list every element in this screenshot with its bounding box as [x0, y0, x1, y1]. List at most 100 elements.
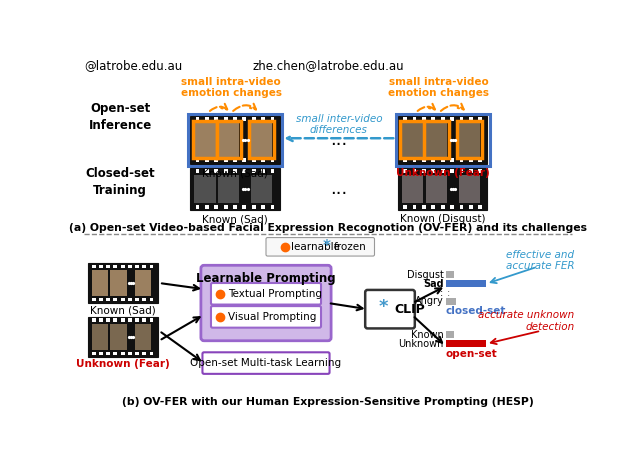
Text: Unknown (Fear): Unknown (Fear) — [76, 359, 170, 369]
FancyBboxPatch shape — [422, 169, 426, 174]
FancyBboxPatch shape — [460, 118, 463, 121]
FancyBboxPatch shape — [422, 158, 426, 162]
Text: open-set: open-set — [446, 349, 497, 359]
Text: small inter-video
differences: small inter-video differences — [296, 113, 382, 135]
FancyBboxPatch shape — [271, 169, 275, 174]
FancyBboxPatch shape — [478, 158, 482, 162]
FancyBboxPatch shape — [233, 205, 237, 209]
FancyBboxPatch shape — [271, 205, 275, 209]
FancyBboxPatch shape — [450, 158, 454, 162]
FancyBboxPatch shape — [99, 319, 103, 322]
FancyBboxPatch shape — [469, 118, 473, 121]
FancyBboxPatch shape — [261, 158, 265, 162]
FancyBboxPatch shape — [214, 118, 218, 121]
FancyBboxPatch shape — [113, 319, 117, 322]
FancyBboxPatch shape — [150, 352, 154, 355]
FancyBboxPatch shape — [431, 205, 435, 209]
FancyBboxPatch shape — [252, 118, 256, 121]
FancyBboxPatch shape — [450, 118, 454, 121]
FancyBboxPatch shape — [191, 116, 280, 164]
FancyBboxPatch shape — [243, 169, 246, 174]
FancyBboxPatch shape — [478, 169, 482, 174]
Bar — [446, 331, 454, 338]
FancyBboxPatch shape — [205, 118, 209, 121]
FancyBboxPatch shape — [99, 352, 103, 355]
FancyBboxPatch shape — [233, 158, 237, 162]
FancyBboxPatch shape — [243, 158, 246, 162]
FancyBboxPatch shape — [92, 319, 95, 322]
FancyBboxPatch shape — [88, 317, 157, 357]
Text: :: : — [447, 288, 451, 298]
Text: CLIP: CLIP — [395, 302, 426, 316]
FancyBboxPatch shape — [128, 264, 132, 269]
FancyBboxPatch shape — [403, 158, 407, 162]
FancyBboxPatch shape — [251, 175, 273, 203]
Text: Disgust: Disgust — [406, 269, 444, 280]
FancyBboxPatch shape — [441, 118, 445, 121]
FancyBboxPatch shape — [106, 264, 110, 269]
FancyBboxPatch shape — [135, 352, 139, 355]
Text: Textual Prompting: Textual Prompting — [228, 289, 322, 299]
FancyBboxPatch shape — [195, 123, 216, 157]
FancyBboxPatch shape — [99, 264, 103, 269]
FancyBboxPatch shape — [252, 169, 256, 174]
FancyBboxPatch shape — [195, 118, 200, 121]
FancyBboxPatch shape — [271, 118, 275, 121]
FancyBboxPatch shape — [218, 123, 239, 157]
Text: Known (Disgust): Known (Disgust) — [400, 214, 486, 224]
FancyBboxPatch shape — [92, 324, 108, 350]
FancyBboxPatch shape — [121, 352, 125, 355]
Text: frozen: frozen — [334, 242, 367, 252]
Text: zhe.chen@latrobe.edu.au: zhe.chen@latrobe.edu.au — [252, 59, 404, 72]
FancyBboxPatch shape — [195, 175, 216, 203]
FancyBboxPatch shape — [422, 118, 426, 121]
FancyBboxPatch shape — [150, 297, 154, 302]
FancyBboxPatch shape — [88, 263, 157, 303]
FancyBboxPatch shape — [413, 169, 417, 174]
FancyBboxPatch shape — [441, 169, 445, 174]
Text: effective and
accurate FER: effective and accurate FER — [506, 250, 575, 271]
Text: (b) OV-FER with our Human Expression-Sensitive Prompting (HESP): (b) OV-FER with our Human Expression-Sen… — [122, 397, 534, 407]
FancyBboxPatch shape — [110, 270, 127, 296]
FancyBboxPatch shape — [223, 118, 228, 121]
FancyBboxPatch shape — [218, 175, 239, 203]
FancyBboxPatch shape — [450, 205, 454, 209]
FancyBboxPatch shape — [142, 319, 147, 322]
FancyBboxPatch shape — [214, 169, 218, 174]
FancyBboxPatch shape — [142, 264, 147, 269]
Bar — [446, 271, 454, 278]
FancyBboxPatch shape — [422, 205, 426, 209]
Text: Visual Prompting: Visual Prompting — [228, 312, 316, 322]
FancyBboxPatch shape — [460, 169, 463, 174]
Text: Unknown: Unknown — [398, 339, 444, 349]
FancyBboxPatch shape — [402, 123, 424, 157]
FancyBboxPatch shape — [413, 118, 417, 121]
FancyBboxPatch shape — [431, 118, 435, 121]
Text: Learnable Prompting: Learnable Prompting — [196, 272, 336, 285]
Text: @latrobe.edu.au: @latrobe.edu.au — [84, 59, 182, 72]
Text: Unknown (Fear): Unknown (Fear) — [396, 168, 490, 178]
FancyBboxPatch shape — [106, 319, 110, 322]
FancyBboxPatch shape — [110, 324, 127, 350]
FancyBboxPatch shape — [441, 205, 445, 209]
FancyBboxPatch shape — [266, 238, 374, 256]
FancyBboxPatch shape — [403, 118, 407, 121]
FancyBboxPatch shape — [233, 118, 237, 121]
FancyBboxPatch shape — [205, 169, 209, 174]
Text: :: : — [440, 288, 444, 298]
FancyBboxPatch shape — [478, 205, 482, 209]
FancyBboxPatch shape — [223, 158, 228, 162]
FancyBboxPatch shape — [113, 352, 117, 355]
Text: *: * — [379, 298, 388, 316]
FancyBboxPatch shape — [121, 319, 125, 322]
FancyBboxPatch shape — [460, 205, 463, 209]
FancyBboxPatch shape — [398, 116, 487, 164]
Bar — [446, 280, 486, 287]
FancyBboxPatch shape — [214, 158, 218, 162]
FancyBboxPatch shape — [431, 158, 435, 162]
FancyBboxPatch shape — [403, 169, 407, 174]
FancyBboxPatch shape — [135, 324, 152, 350]
Text: Known: Known — [411, 330, 444, 340]
Text: closed-set: closed-set — [446, 306, 506, 316]
Text: accurate unknown
detection: accurate unknown detection — [478, 310, 575, 331]
